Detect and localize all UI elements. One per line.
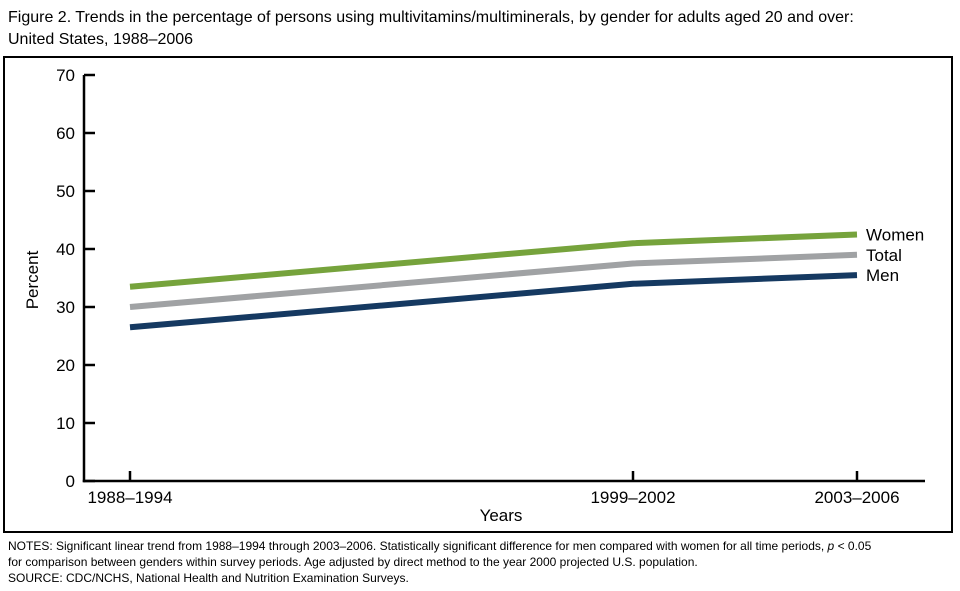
notes-p-symbol: p bbox=[827, 539, 835, 553]
y-tick-label: 20 bbox=[56, 356, 75, 375]
y-tick-label: 70 bbox=[56, 66, 75, 85]
y-tick-label: 40 bbox=[56, 240, 75, 259]
figure-title-line2: United States, 1988–2006 bbox=[8, 31, 194, 48]
plot-svg: 0 10 20 30 40 50 60 70 1988–1994 1999–2002 2003–20… bbox=[56, 66, 925, 507]
series-label-total: Total bbox=[866, 246, 902, 265]
notes-source: SOURCE: CDC/NCHS, National Health and Nu… bbox=[8, 571, 409, 585]
x-tick-label: 2003–2006 bbox=[814, 488, 899, 507]
y-tick-label: 50 bbox=[56, 182, 75, 201]
series-label-women: Women bbox=[866, 226, 924, 245]
y-tick-label: 10 bbox=[56, 414, 75, 433]
y-axis-title: Percent bbox=[23, 250, 42, 310]
x-tick-label: 1988–1994 bbox=[87, 488, 172, 507]
notes-line1: NOTES: Significant linear trend from 198… bbox=[8, 538, 956, 554]
notes-line1-tail: < 0.05 bbox=[834, 539, 872, 553]
chart-frame: 0 10 20 30 40 50 60 70 1988–1994 1999–2002 2003–20… bbox=[3, 56, 953, 533]
y-tick-label: 30 bbox=[56, 298, 75, 317]
series-line-men bbox=[129, 272, 858, 331]
x-axis-title: Years bbox=[479, 506, 523, 525]
y-tick-label: 0 bbox=[66, 472, 75, 491]
figure-title: Figure 2. Trends in the percentage of pe… bbox=[8, 7, 954, 51]
series-line-women bbox=[129, 231, 858, 290]
x-tick-label: 1999–2002 bbox=[590, 488, 675, 507]
chart-notes: NOTES: Significant linear trend from 198… bbox=[8, 538, 956, 586]
series-line-total bbox=[129, 251, 858, 310]
notes-line1-text: NOTES: Significant linear trend from 198… bbox=[8, 539, 828, 553]
notes-line2: for comparison between genders within su… bbox=[8, 555, 698, 569]
figure-title-line1: Figure 2. Trends in the percentage of pe… bbox=[8, 9, 854, 26]
series-label-men: Men bbox=[866, 266, 899, 285]
y-tick-label: 60 bbox=[56, 124, 75, 143]
